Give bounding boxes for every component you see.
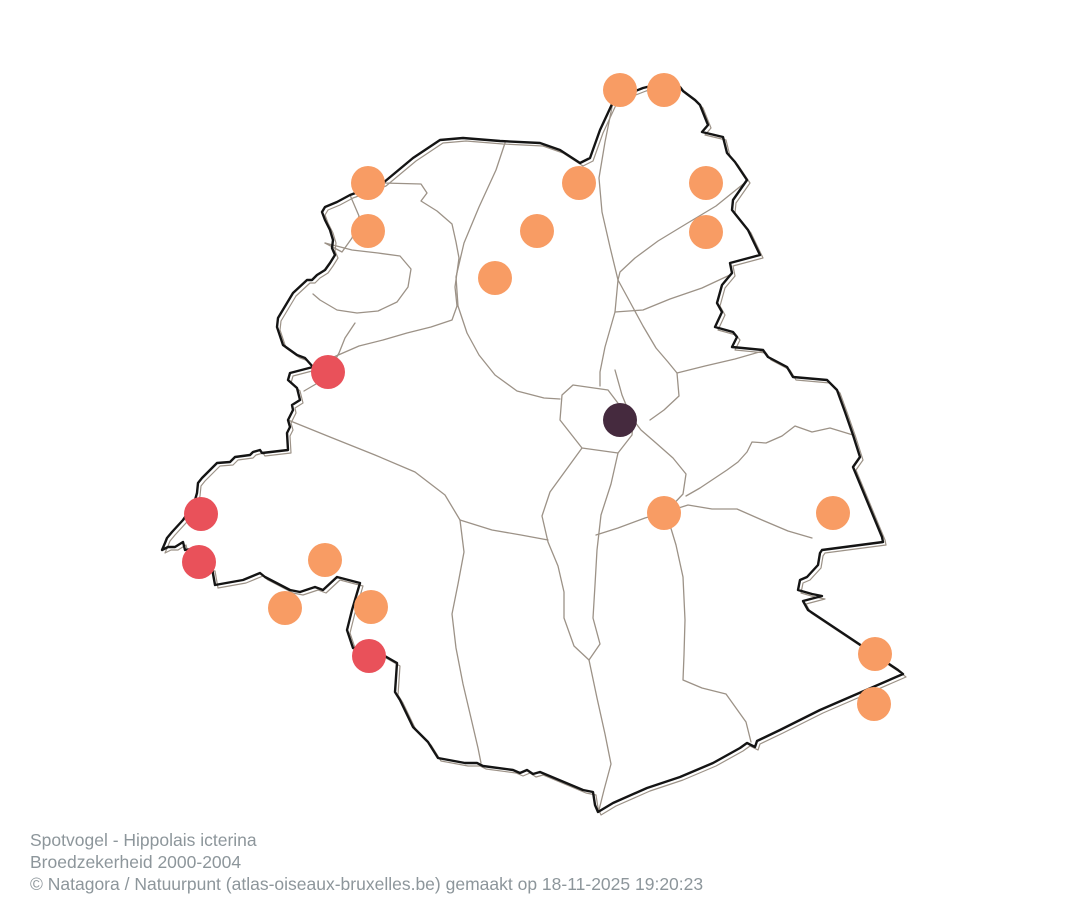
commune-boundary bbox=[598, 101, 619, 387]
species-title: Spotvogel - Hippolais icterina bbox=[30, 830, 257, 850]
commune-boundary bbox=[459, 519, 549, 541]
attribution-line: © Natagora / Natuurpunt (atlas-oiseaux-b… bbox=[30, 874, 704, 894]
observation-dot bbox=[351, 166, 385, 200]
observation-dot bbox=[520, 214, 554, 248]
commune-boundary bbox=[382, 182, 460, 307]
commune-boundary bbox=[665, 511, 752, 743]
commune-boundary bbox=[614, 273, 733, 313]
map-caption: Spotvogel - Hippolais icterina Broedzeke… bbox=[30, 829, 703, 895]
observation-dot bbox=[647, 73, 681, 107]
observation-dot bbox=[857, 687, 891, 721]
observation-dot bbox=[354, 590, 388, 624]
observation-dot bbox=[603, 403, 637, 437]
observation-dot bbox=[603, 73, 637, 107]
observation-dot bbox=[478, 261, 512, 295]
observation-dot bbox=[647, 496, 681, 530]
commune-boundary bbox=[588, 452, 619, 661]
observation-dot bbox=[311, 355, 345, 389]
commune-boundary bbox=[685, 425, 854, 497]
region-border bbox=[160, 85, 905, 814]
observation-dot bbox=[268, 591, 302, 625]
observation-dot bbox=[562, 166, 596, 200]
commune-boundary bbox=[559, 384, 634, 454]
observation-dot bbox=[816, 496, 850, 530]
commune-boundary bbox=[287, 419, 482, 764]
commune-boundary bbox=[312, 242, 412, 314]
observation-dot bbox=[689, 215, 723, 249]
period-subtitle: Broedzekerheid 2000-2004 bbox=[30, 852, 242, 872]
observation-dot bbox=[184, 497, 218, 531]
commune-boundary bbox=[541, 447, 590, 661]
commune-boundary bbox=[676, 350, 764, 374]
commune-boundary bbox=[617, 180, 748, 281]
commune-boundary bbox=[324, 194, 360, 253]
observation-dot bbox=[858, 637, 892, 671]
observation-dot bbox=[689, 166, 723, 200]
commune-boundary bbox=[312, 305, 458, 368]
commune-boundary bbox=[588, 659, 612, 811]
observation-dot bbox=[182, 545, 216, 579]
region-border-shadow bbox=[164, 89, 907, 816]
observation-dot bbox=[351, 214, 385, 248]
observation-dot bbox=[352, 639, 386, 673]
observation-dot bbox=[308, 543, 342, 577]
commune-boundary bbox=[617, 279, 680, 421]
commune-boundary bbox=[455, 142, 561, 400]
commune-boundary bbox=[665, 504, 813, 539]
